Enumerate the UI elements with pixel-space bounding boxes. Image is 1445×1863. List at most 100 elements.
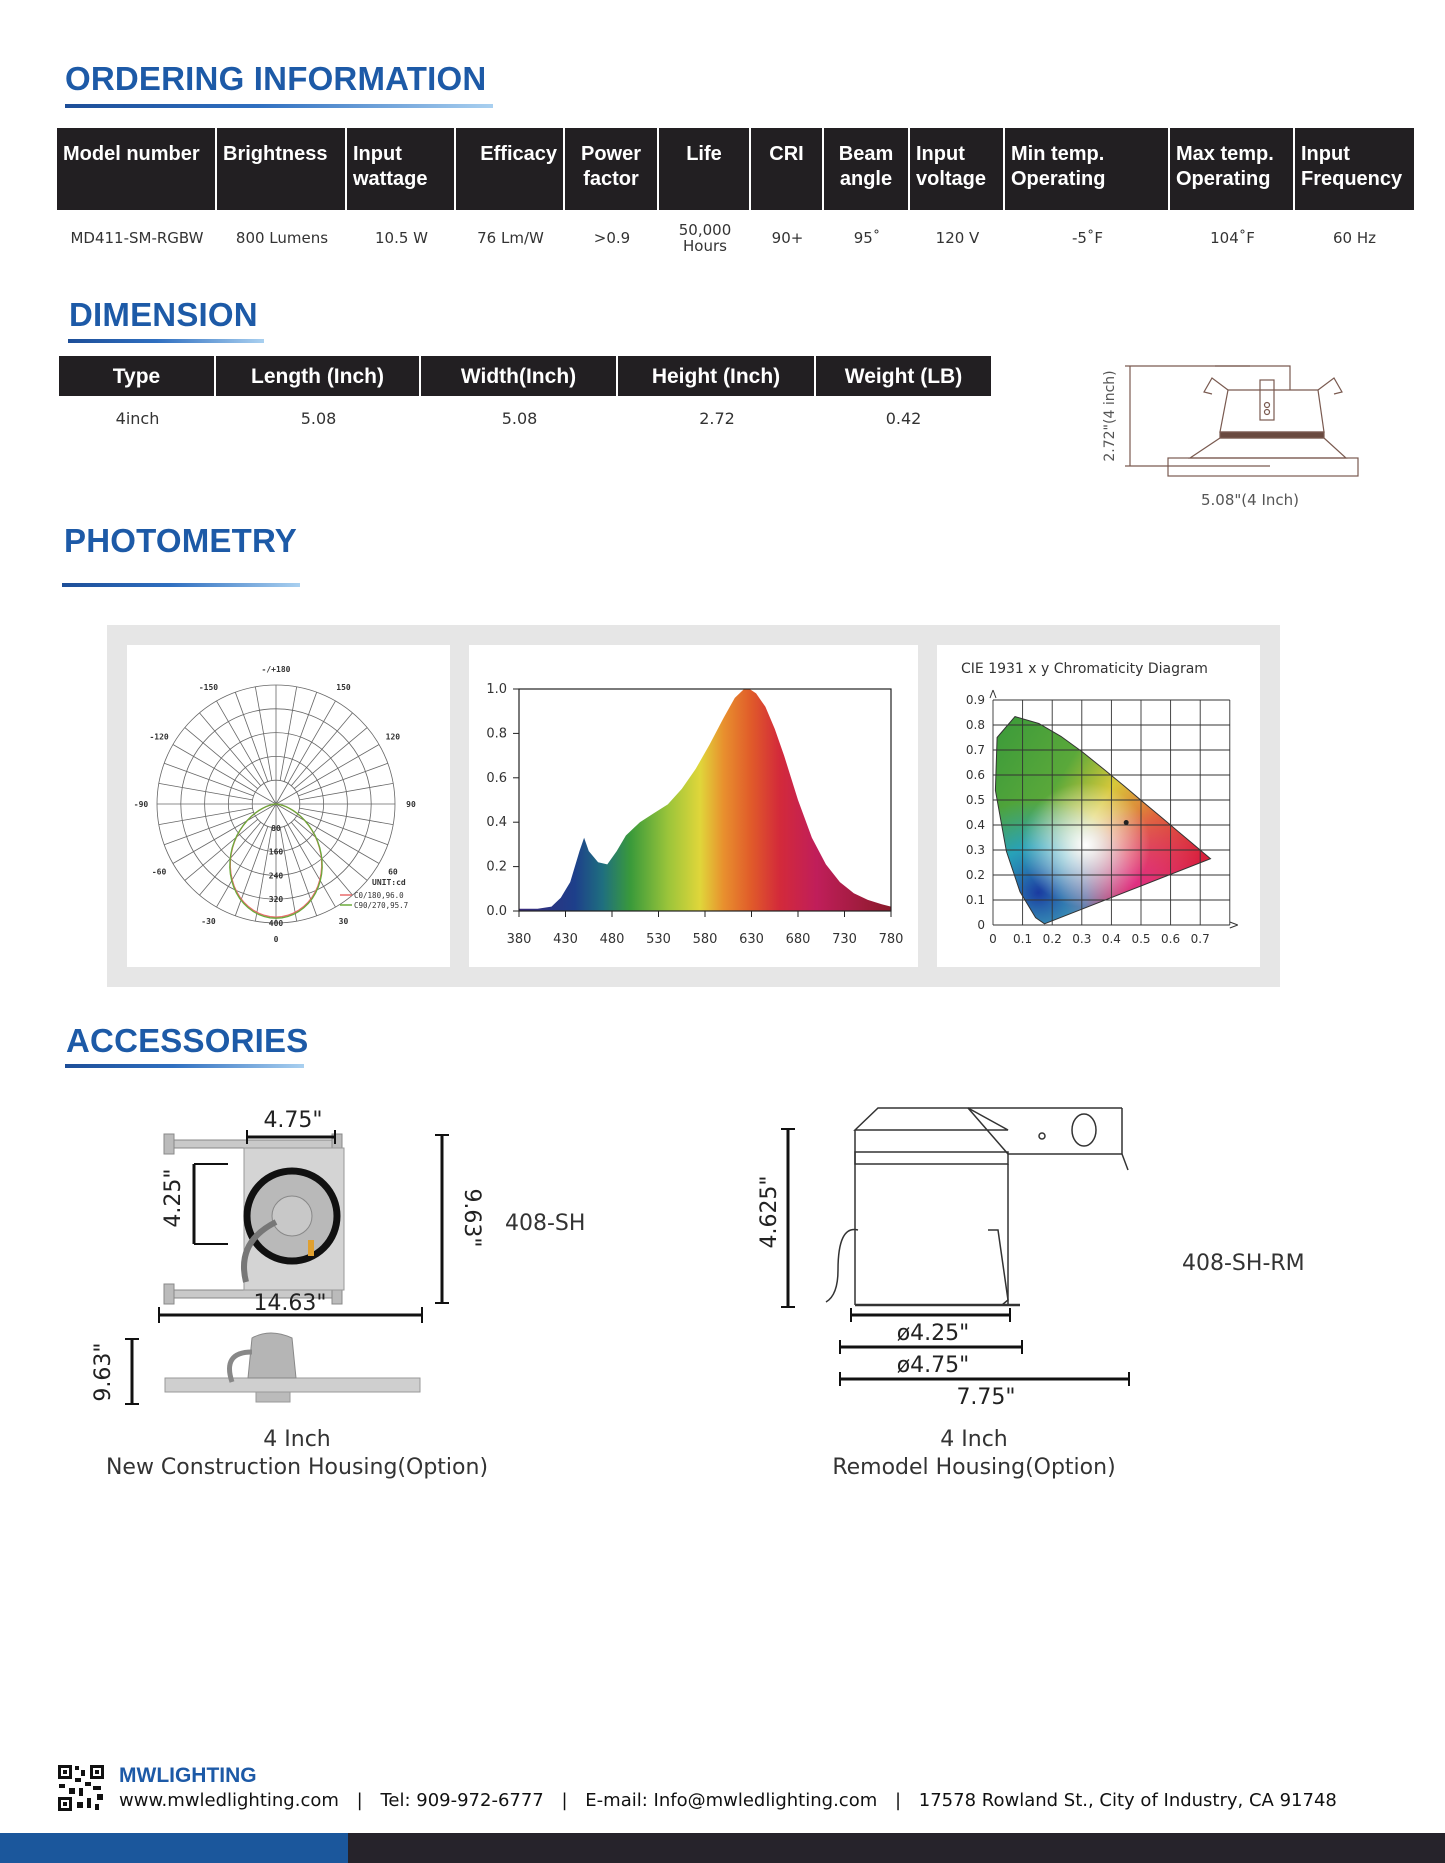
column-header: Input voltage [910,128,1005,210]
cie-x-tick-label: 0.3 [1072,932,1091,946]
cie-x-arrow [1229,921,1238,929]
spectrum-x-tick-label: 780 [879,932,904,947]
polar-spoke [275,803,336,908]
remodel-height-label: 4.625" [757,1175,782,1248]
table-row: 4inch 5.08 5.08 2.72 0.42 [59,396,991,442]
remodel-caption-line1: 4 Inch [940,1427,1007,1452]
footer-bar-right [348,1833,1445,1863]
spectrum-x-tick-label: 480 [600,932,625,947]
footer-bar-left [0,1833,348,1863]
separator: | [561,1790,568,1811]
polar-grid [156,684,396,924]
polar-spoke [290,712,353,787]
polar-spoke [254,827,273,922]
spectrum-y-tick-label: 0.4 [486,815,507,830]
table-cell: 4inch [115,409,160,428]
dimension-title-underline [68,339,264,343]
polar-angle-label: 120 [386,733,401,742]
column-header: Weight (LB) [816,356,991,396]
cie-measured-point [1123,820,1129,825]
polar-spoke [172,803,277,864]
column-header: CRI [751,128,824,210]
footer-email-link[interactable]: E-mail: Info@mwledlighting.com [585,1790,878,1811]
table-cell: 50,000 Hours [678,221,732,255]
column-header: Model number [57,128,217,210]
spectrum-y-tick-label: 0.0 [486,904,507,919]
polar-curve-c90 [229,803,323,919]
spectrum-chart-panel: 380 430 480 530 580 630 680 730 780 0.0 0.2 0.4 0.6 0… [469,645,918,967]
cie-y-arrow [989,689,997,699]
new-construction-housing-image [163,1133,345,1305]
polar-spoke [299,807,394,826]
cie-y-tick-label: 0.1 [966,893,985,907]
polar-spoke [158,782,253,801]
cie-y-tick-label: 0.9 [966,693,985,707]
cie-grid [992,699,1231,926]
polar-angle-label: 0 [274,935,279,944]
spectrum-x-tick-label: 630 [739,932,764,947]
photometry-title: PHOTOMETRY [64,522,298,559]
polar-radial-label: 160 [269,848,284,857]
remodel-total-label: 7.75" [956,1385,1015,1410]
ordering-title: ORDERING INFORMATION [65,60,487,97]
photometry-panel: -/+180 -150 150 -120 120 -90 90 -60 60 -30 30 0 80 16… [107,625,1280,987]
dim-side-label: 9.63" [91,1342,116,1401]
table-cell: 10.5 W [375,229,428,247]
cie-x-tick-label: 0.2 [1043,932,1062,946]
spectrum-y-tick-label: 0.2 [486,860,507,875]
dim-bottom-label: 14.63" [253,1291,326,1316]
new-construction-caption-line1: 4 Inch [263,1427,330,1452]
table-cell: 5.08 [501,409,538,428]
polar-spoke [234,692,269,782]
spectrum-x-tick-label: 530 [646,932,671,947]
polar-spoke [158,807,253,826]
polar-spoke [293,727,368,790]
dim-top-label: 4.75" [263,1108,322,1133]
table-cell: MD411-SM-RGBW [70,229,204,247]
polar-angle-label: -120 [149,733,168,742]
cie-y-tick-label: 0.2 [966,868,985,882]
cie-y-tick-label: 0.7 [966,743,985,757]
column-header: Type [59,356,216,396]
column-header: Max temp. Operating [1170,128,1295,210]
dim-right-label: 9.63" [459,1188,484,1247]
column-header: Height (Inch) [618,356,816,396]
footer-website-link[interactable]: www.mwledlighting.com [119,1790,339,1811]
ordering-title-underline [65,104,493,108]
polar-angle-label: 150 [336,683,351,692]
polar-spoke [279,686,298,781]
cie-y-tick-label: 0.8 [966,718,985,732]
polar-radial-label: 240 [269,871,284,880]
ordering-table: Model number Brightness Input wattage Effic… [57,128,1414,266]
cie-y-tick-label: 0 [977,918,985,932]
footer-phone: Tel: 909-972-6777 [380,1790,544,1811]
polar-spoke [275,744,380,805]
fixture-dimension-drawing: 2.72"(4 inch) 5.08"(4 Inch) [1102,365,1359,509]
width-dimension-label: 5.08"(4 Inch) [1201,491,1299,509]
separator: | [356,1790,363,1811]
cie-y-tick-label: 0.6 [966,768,985,782]
polar-spoke [279,827,298,922]
table-cell: >0.9 [593,229,631,247]
cie-x-tick-label: 0.4 [1102,932,1121,946]
remodel-d1-label: ø4.25" [897,1321,970,1346]
polar-distribution-chart: -/+180 -150 150 -120 120 -90 90 -60 60 -30 30 0 80 16… [134,665,416,944]
polar-angle-label: -150 [199,683,218,692]
polar-spoke [283,692,318,782]
accessories-title: ACCESSORIES [66,1022,309,1059]
remodel-d2-label: ø4.75" [897,1353,970,1378]
cie-y-tick-label: 0.5 [966,793,985,807]
qr-code-icon [57,1764,105,1812]
spectrum-y-tick-label: 0.6 [486,771,507,786]
table-row: MD411-SM-RGBW 800 Lumens 10.5 W 76 Lm/W >0.9… [57,210,1414,266]
polar-spoke [164,811,254,846]
column-header: Width(Inch) [421,356,618,396]
new-construction-side-image [164,1332,421,1403]
polar-radial-label: 80 [271,824,281,833]
column-header: Power factor [565,128,659,210]
spectrum-y-tick-label: 0.8 [486,726,507,741]
table-cell: 95˚ [853,229,881,247]
spectrum-chart: 380 430 480 530 580 630 680 730 780 0.0 0.2 0.4 0.6 0… [486,682,904,947]
polar-spoke [254,686,273,781]
spectrum-x-tick-label: 580 [693,932,718,947]
